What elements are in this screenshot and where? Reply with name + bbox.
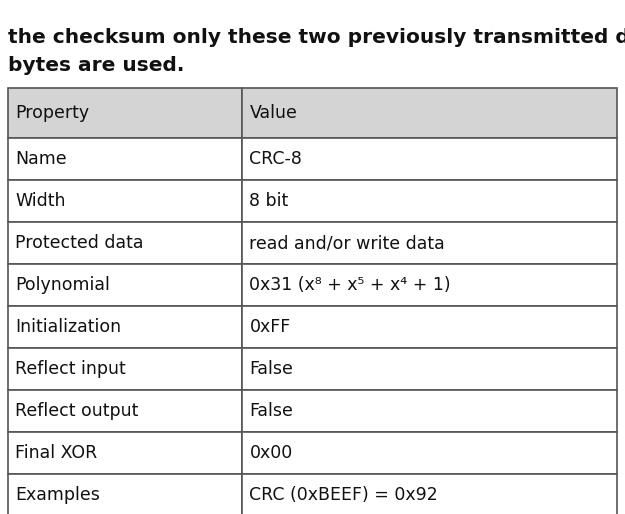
- Bar: [242, 348, 617, 390]
- Text: Initialization: Initialization: [15, 318, 121, 336]
- Bar: [8, 390, 242, 432]
- Text: the checksum only these two previously transmitted data: the checksum only these two previously t…: [8, 28, 625, 47]
- Bar: [8, 264, 242, 306]
- Text: Polynomial: Polynomial: [15, 276, 110, 294]
- Text: read and/or write data: read and/or write data: [249, 234, 445, 252]
- Bar: [242, 222, 617, 264]
- Text: Reflect output: Reflect output: [15, 402, 138, 420]
- Bar: [8, 432, 242, 474]
- Bar: [8, 138, 242, 180]
- Bar: [8, 180, 242, 222]
- Bar: [242, 474, 617, 514]
- Bar: [242, 264, 617, 306]
- Bar: [8, 348, 242, 390]
- Text: 0x31 (x⁸ + x⁵ + x⁴ + 1): 0x31 (x⁸ + x⁵ + x⁴ + 1): [249, 276, 451, 294]
- Bar: [242, 88, 617, 138]
- Text: Reflect input: Reflect input: [15, 360, 126, 378]
- Text: False: False: [249, 402, 293, 420]
- Text: Value: Value: [249, 104, 298, 122]
- Text: Width: Width: [15, 192, 66, 210]
- Text: 0xFF: 0xFF: [249, 318, 291, 336]
- Text: 0x00: 0x00: [249, 444, 292, 462]
- Text: Examples: Examples: [15, 486, 100, 504]
- Text: 8 bit: 8 bit: [249, 192, 289, 210]
- Text: bytes are used.: bytes are used.: [8, 56, 184, 75]
- Bar: [8, 222, 242, 264]
- Text: False: False: [249, 360, 293, 378]
- Text: Protected data: Protected data: [15, 234, 144, 252]
- Bar: [242, 180, 617, 222]
- Bar: [242, 432, 617, 474]
- Bar: [8, 474, 242, 514]
- Bar: [242, 390, 617, 432]
- Bar: [242, 138, 617, 180]
- Text: CRC (0xBEEF) = 0x92: CRC (0xBEEF) = 0x92: [249, 486, 438, 504]
- Text: Name: Name: [15, 150, 67, 168]
- Bar: [8, 88, 242, 138]
- Bar: [8, 306, 242, 348]
- Text: Property: Property: [15, 104, 89, 122]
- Text: CRC-8: CRC-8: [249, 150, 302, 168]
- Bar: [242, 306, 617, 348]
- Text: Final XOR: Final XOR: [15, 444, 98, 462]
